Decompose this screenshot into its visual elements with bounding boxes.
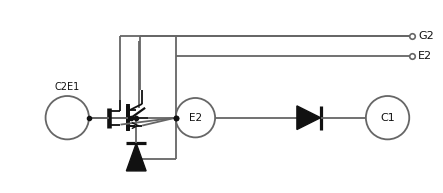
Polygon shape: [297, 106, 321, 130]
Text: C1: C1: [380, 113, 395, 123]
Text: E2: E2: [189, 113, 202, 123]
Text: C2E1: C2E1: [54, 82, 80, 92]
Text: G2: G2: [418, 31, 434, 41]
Text: E2: E2: [418, 51, 432, 61]
Polygon shape: [126, 143, 146, 171]
